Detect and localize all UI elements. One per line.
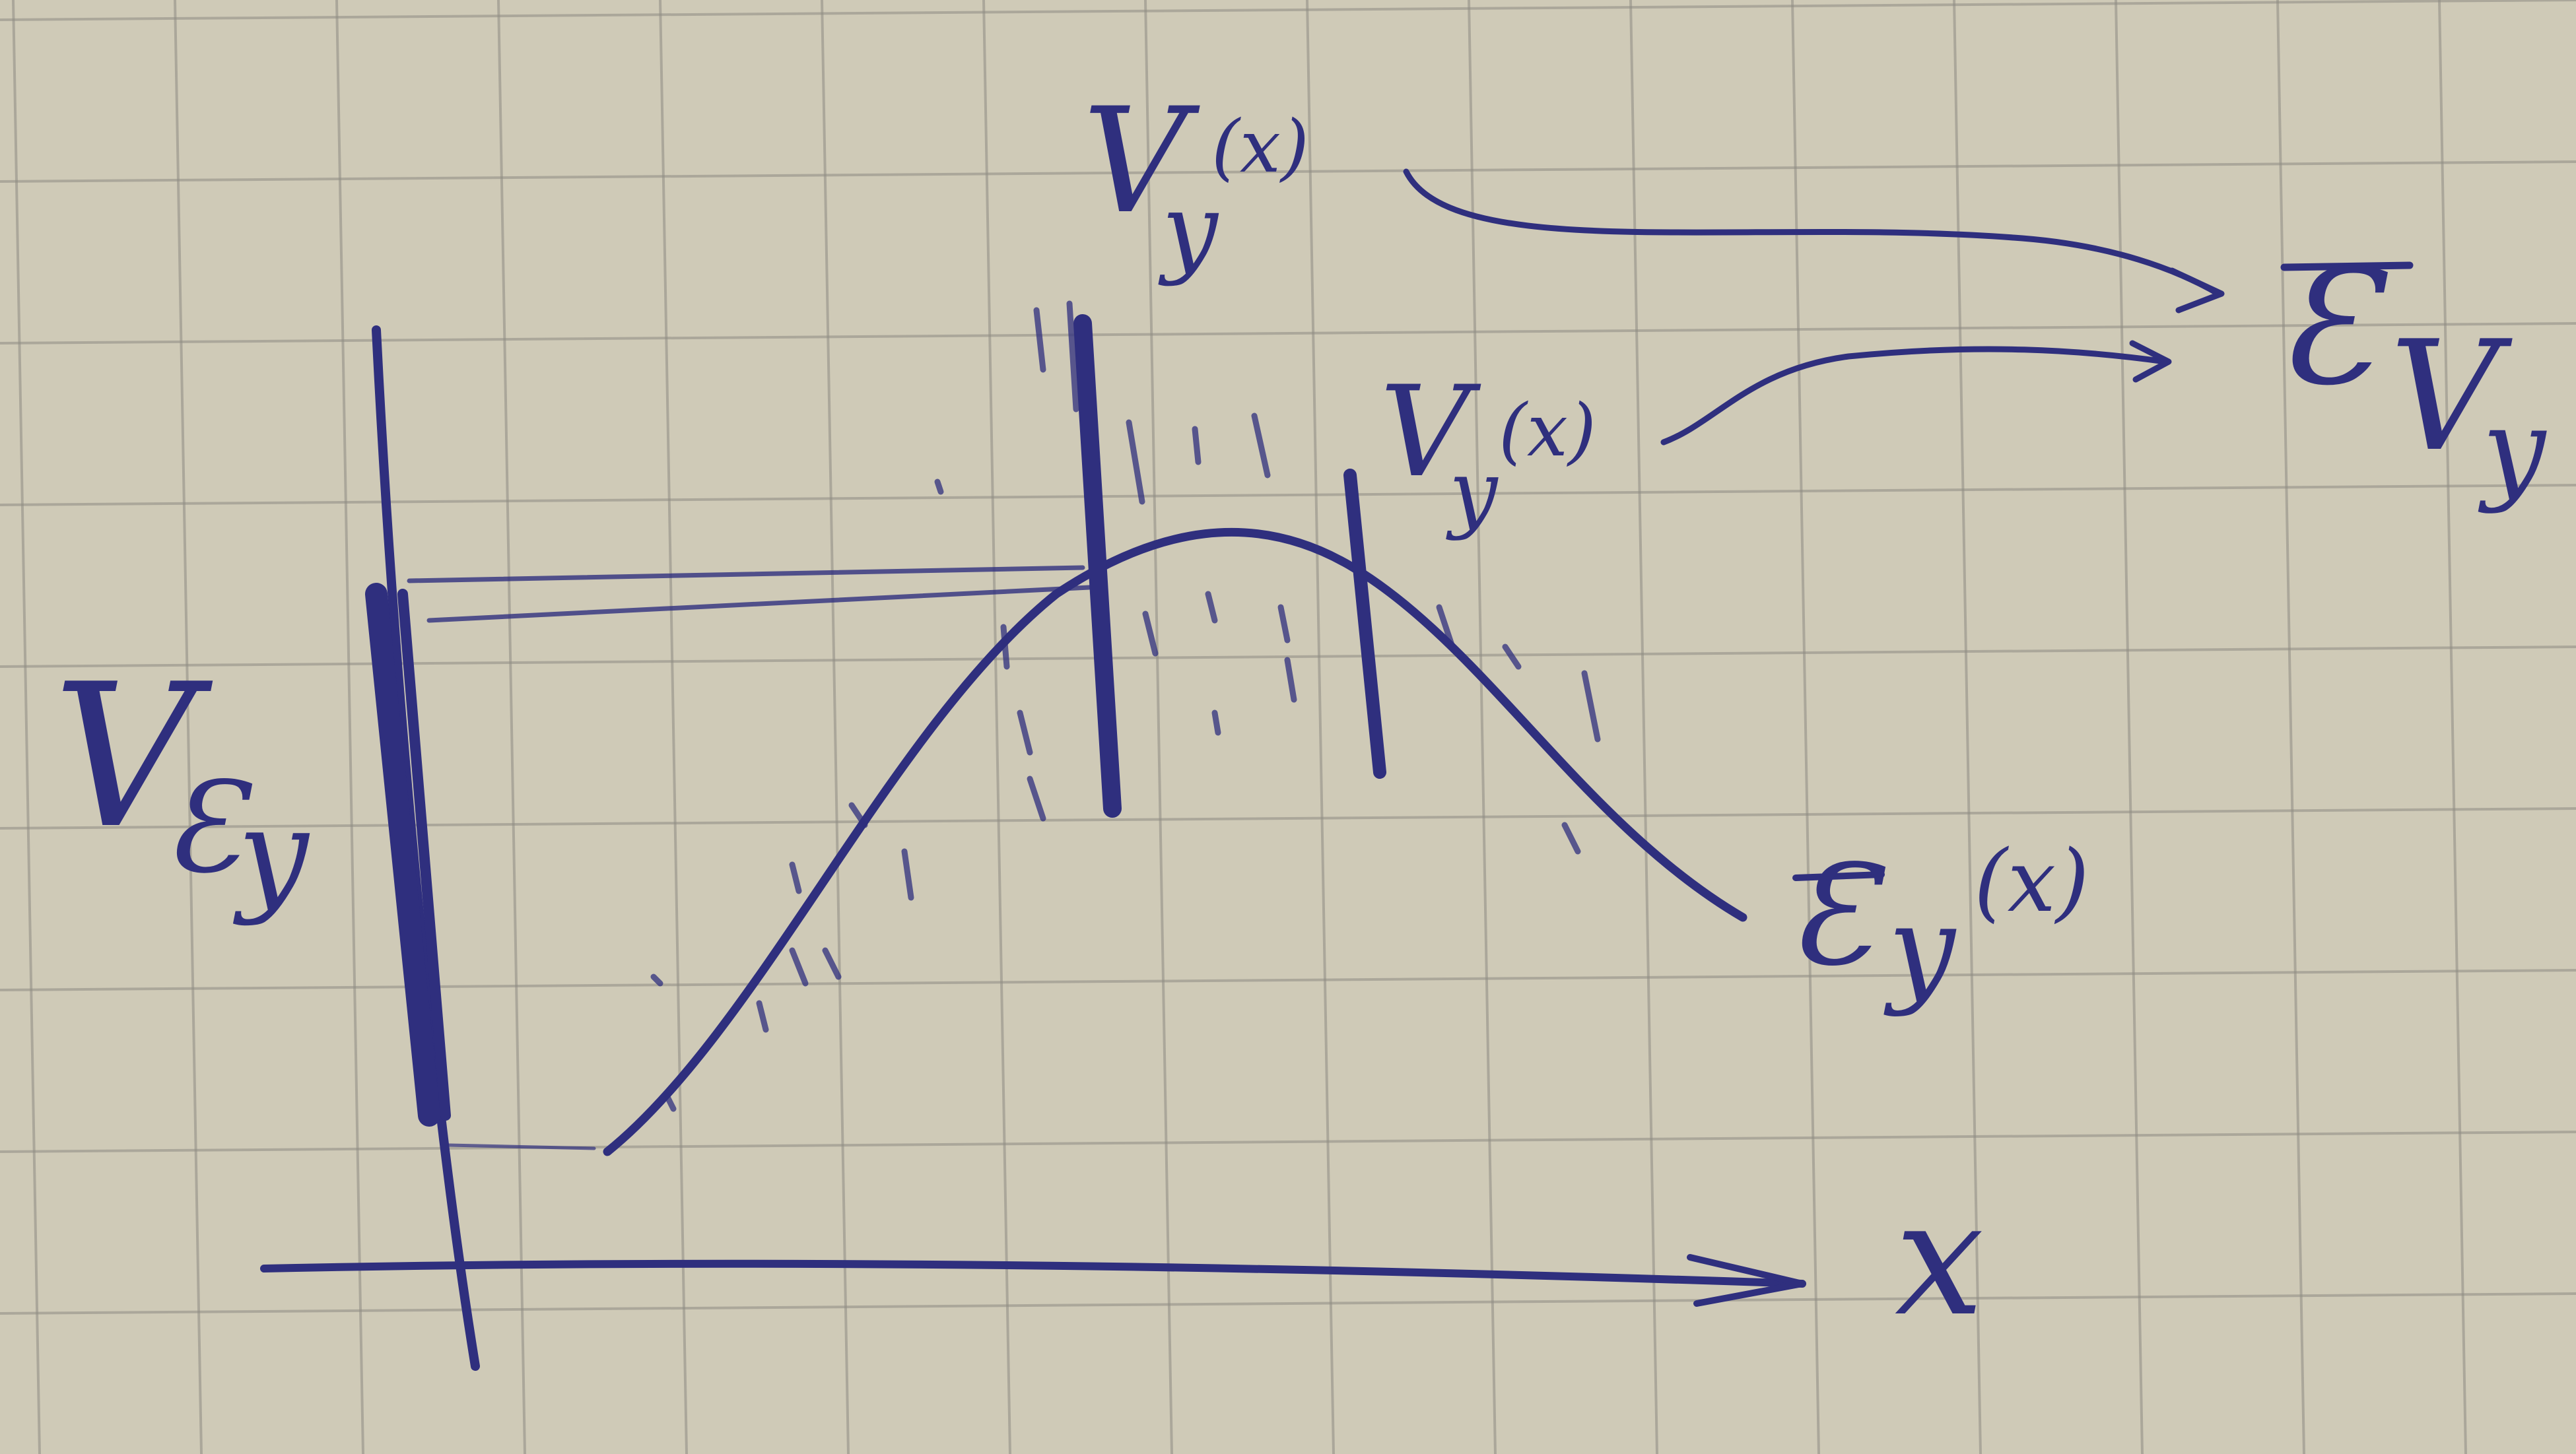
v-epsilon-y-sub-epsilon: Ɛ <box>165 755 253 901</box>
grid-line-vertical <box>2115 0 2144 1454</box>
grid-line-vertical <box>2276 0 2305 1454</box>
grid-line-horizontal <box>0 0 2576 21</box>
v-epsilon-bar-shade <box>397 589 451 1121</box>
vy-sample-bar-left <box>1073 314 1122 818</box>
label-v-epsilon-y: V Ɛ y <box>53 642 310 927</box>
grid-line-horizontal <box>0 969 2576 991</box>
epsilon-y-curve-sub: y <box>1883 880 1957 1018</box>
grid-line-vertical <box>982 0 1011 1454</box>
epsilon-y-curve-epsilon: Ɛ <box>1789 835 1886 997</box>
x-axis-label: x <box>1895 1166 1984 1351</box>
grid-line-vertical <box>1306 0 1335 1454</box>
grid-line-vertical <box>335 0 364 1454</box>
label-epsilon-y-curve: Ɛ y (x) <box>1789 831 2089 1018</box>
x-axis-arrowhead <box>1687 1254 1806 1307</box>
v-epsilon-y-letter: V <box>53 642 214 872</box>
scatter-marks <box>650 300 1601 1112</box>
v-epsilon-bar <box>365 583 440 1127</box>
grid-line-horizontal <box>0 484 2576 506</box>
arrow-mid-head <box>2129 340 2172 383</box>
projection-line-bottom <box>447 1143 596 1150</box>
vy-top-sub: y <box>1158 173 1219 288</box>
x-axis <box>260 1259 1806 1288</box>
grid-line-horizontal <box>0 322 2576 345</box>
epsilon-vy-v: V <box>2390 309 2513 485</box>
epsilon-y-curve-arg: (x) <box>1974 831 2089 931</box>
grid-line-horizontal <box>0 645 2576 668</box>
grid-line-vertical <box>1953 0 1982 1454</box>
grid-line-horizontal <box>0 160 2576 183</box>
vy-top-arg: (x) <box>1211 104 1309 189</box>
grid-line-vertical <box>2438 0 2467 1454</box>
vy-mid-arg: (x) <box>1499 388 1596 473</box>
projection-line-lower <box>426 585 1092 623</box>
grid-line-vertical <box>497 0 526 1454</box>
v-epsilon-y-sub-y: y <box>232 781 310 927</box>
grid-line-horizontal <box>0 1131 2576 1153</box>
epsilon-vy-epsilon: Ɛ <box>2278 236 2388 420</box>
grid-line-vertical <box>1791 0 1820 1454</box>
grid-line-vertical <box>1468 0 1497 1454</box>
label-epsilon-bar-vy: Ɛ V y <box>2278 236 2547 515</box>
arrow-top-head <box>2169 267 2225 314</box>
vy-mid-sub: y <box>1446 442 1499 542</box>
epsilon-vy-overbar <box>2280 261 2414 271</box>
grid-line-vertical <box>174 0 203 1454</box>
vy-sample-bar-right <box>1343 469 1386 779</box>
label-vy-top: V y (x) <box>1083 77 1309 288</box>
epsilon-vy-sub: y <box>2478 385 2547 515</box>
grid-line-horizontal <box>0 807 2576 830</box>
grid-line-vertical <box>821 0 850 1454</box>
vy-mid-letter: V <box>1380 359 1481 505</box>
grid-line-vertical <box>659 0 688 1454</box>
epsilon-y-curve <box>603 527 1747 1156</box>
vy-top-letter: V <box>1083 77 1200 246</box>
grid-line-vertical <box>1629 0 1658 1454</box>
arrow-top-to-epsilon-vy <box>1403 168 2221 297</box>
grid-line-horizontal <box>0 1292 2576 1315</box>
grid-line-vertical <box>12 0 41 1454</box>
arrow-mid-to-epsilon-vy <box>1660 346 2169 446</box>
epsilon-y-curve-overbar <box>1792 871 1885 881</box>
grid-line-vertical <box>1144 0 1173 1454</box>
label-vy-mid: V y (x) <box>1380 359 1596 542</box>
projection-line-upper <box>407 565 1085 583</box>
